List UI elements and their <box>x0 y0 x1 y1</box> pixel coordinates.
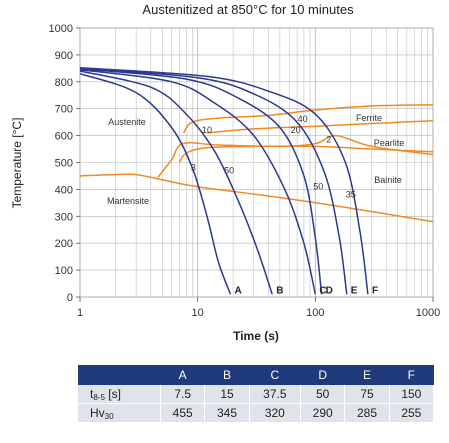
row-label-text: t <box>90 386 94 401</box>
x-axis-label: Time (s) <box>233 329 279 343</box>
table-header-corner <box>78 365 161 385</box>
y-tick-label: 500 <box>55 158 73 170</box>
cooling-curve <box>79 67 369 295</box>
table-cell: 37.5 <box>249 385 302 404</box>
cooling-curve <box>79 67 348 295</box>
cooling-curve <box>79 68 323 295</box>
y-axis-label: Temperature [°C] <box>10 118 24 209</box>
x-axis-ticks: 1 10 100 1000 <box>77 297 440 319</box>
table-header-cell: D <box>300 365 345 385</box>
y-tick-label: 900 <box>55 50 73 62</box>
y-tick-label: 700 <box>55 104 73 116</box>
table-cell: 50 <box>300 385 346 404</box>
x-tick-label: 1000 <box>416 307 440 319</box>
curve-value-label: 35 <box>346 189 356 199</box>
curve-value-label: 50 <box>224 165 234 175</box>
y-axis-ticks: 0 100 200 300 400 500 600 700 800 900 1000 <box>49 23 80 304</box>
y-tick-label: 300 <box>55 211 73 223</box>
table-cell: 150 <box>389 385 435 404</box>
row-label-unit: [s] <box>104 386 121 401</box>
curve-value-label: 50 <box>313 181 323 191</box>
grid-lines <box>80 28 433 297</box>
row-label-t85: t8-5 [s] <box>78 385 161 404</box>
phase-label-austenite: Austenite <box>108 117 146 127</box>
row-label-hv30: Hv30 <box>78 403 161 423</box>
chart-title: Austenitized at 850°C for 10 minutes <box>142 2 354 17</box>
curve-value-label: 2 <box>326 134 331 144</box>
curve-value-label: 40 <box>298 114 308 124</box>
cooling-curve <box>79 68 317 295</box>
table-cell: 255 <box>389 403 435 423</box>
y-tick-label: 400 <box>55 184 73 196</box>
phase-label-bainite: Bainite <box>374 175 402 185</box>
table-cell: 285 <box>344 403 390 423</box>
cooling-curve <box>79 72 232 295</box>
transformation-line <box>182 103 434 134</box>
table-cell: 290 <box>300 403 346 423</box>
table-row: t8-5 [s] 7.5 15 37.5 50 75 150 <box>78 385 435 404</box>
curve-value-label: 3 <box>191 163 196 173</box>
y-tick-label: 0 <box>67 292 73 304</box>
curve-letter: A <box>234 285 241 296</box>
table-header-cell: C <box>249 365 301 385</box>
curve-value-label: 20 <box>291 125 301 135</box>
table-header-cell: A <box>160 365 205 385</box>
curve-letter: C <box>319 285 326 296</box>
cooling-curves <box>79 67 369 295</box>
phase-label-pearlite: Pearlite <box>374 138 405 148</box>
y-tick-label: 800 <box>55 77 73 89</box>
cct-chart: Austenitized at 850°C for 10 minutes 010… <box>10 2 440 343</box>
table-header-cell: E <box>344 365 390 385</box>
table-cell: 15 <box>204 385 250 404</box>
results-table: A B C D E F t8-5 [s] 7.5 15 37.5 50 75 1… <box>78 365 435 423</box>
table-header-row: A B C D E F <box>78 365 434 385</box>
transformation-line <box>79 173 434 223</box>
transformation-line <box>157 134 434 178</box>
table-cell: 455 <box>160 403 206 423</box>
row-label-subscript: 8-5 <box>93 392 105 402</box>
table-header-cell: B <box>204 365 250 385</box>
y-tick-label: 600 <box>55 131 73 143</box>
phase-label-ferrite: Ferrite <box>356 113 382 123</box>
x-tick-label: 100 <box>306 307 324 319</box>
y-tick-label: 1000 <box>49 23 73 35</box>
x-tick-label: 10 <box>192 307 204 319</box>
curve-value-label: 10 <box>202 125 212 135</box>
row-label-subscript: 30 <box>104 411 114 421</box>
y-tick-label: 100 <box>55 265 73 277</box>
table-cell: 345 <box>204 403 250 423</box>
curve-letter: E <box>351 285 358 296</box>
table-header-cell: F <box>389 365 434 385</box>
x-tick-label: 1 <box>77 307 83 319</box>
curve-letter: F <box>372 285 378 296</box>
table-cell: 75 <box>344 385 390 404</box>
curve-letter: B <box>276 285 283 296</box>
curve-letter: D <box>326 285 333 296</box>
transformation-line <box>206 120 434 134</box>
y-tick-label: 200 <box>55 238 73 250</box>
transformation-line <box>178 145 434 163</box>
phase-label-martensite: Martensite <box>107 196 149 206</box>
table-cell: 7.5 <box>160 385 206 404</box>
row-label-text: Hv <box>90 405 105 420</box>
table-row: Hv30 455 345 320 290 285 255 <box>78 403 435 423</box>
cooling-curve <box>79 70 273 295</box>
table-cell: 320 <box>249 403 302 423</box>
